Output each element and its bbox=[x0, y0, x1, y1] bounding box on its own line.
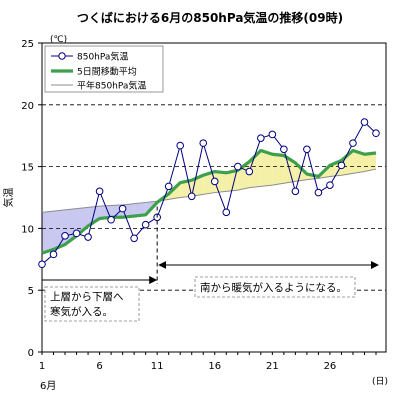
deviation-fill-layer bbox=[42, 150, 376, 254]
x-unit-label: (日) bbox=[372, 376, 388, 387]
x-tick-label: 6 bbox=[96, 361, 102, 372]
observed-point bbox=[268, 130, 277, 139]
deviation-fill bbox=[352, 150, 365, 174]
observed-point bbox=[210, 177, 219, 186]
x-tick-label: 1 bbox=[39, 361, 45, 372]
observed-point bbox=[360, 118, 369, 126]
deviation-fill bbox=[99, 205, 112, 219]
observed-point bbox=[164, 182, 173, 191]
deviation-fill bbox=[341, 150, 353, 176]
cold-note-line-2: 寒気が入る。 bbox=[50, 305, 113, 318]
y-tick-label: 20 bbox=[21, 101, 34, 112]
legend-marker-obs bbox=[58, 52, 66, 60]
observed-point bbox=[187, 192, 196, 201]
deviation-fill bbox=[226, 170, 238, 192]
observed-point bbox=[245, 167, 254, 176]
observed-point bbox=[141, 220, 150, 229]
y-unit-label: (℃) bbox=[50, 35, 67, 45]
annotation-layer: 上層から下層へ 寒気が入る。 南から暖気が入るようになる。 bbox=[42, 206, 379, 322]
observed-point bbox=[314, 188, 323, 197]
observed-point bbox=[38, 260, 46, 269]
series-line-moving-average bbox=[41, 148, 377, 255]
observed-point bbox=[222, 208, 231, 217]
observed-point bbox=[303, 145, 311, 154]
observed-point bbox=[72, 229, 81, 238]
cold-note-line-1: 上層から下層へ bbox=[50, 291, 124, 303]
observed-point bbox=[130, 234, 138, 243]
cold-note-box bbox=[44, 286, 140, 322]
observed-point bbox=[257, 134, 265, 142]
observed-point bbox=[372, 129, 380, 138]
x-tick-label: 21 bbox=[266, 361, 279, 372]
deviation-fill bbox=[214, 171, 227, 193]
legend-label-obs: 850hPa気温 bbox=[77, 51, 128, 63]
observed-point bbox=[84, 233, 92, 241]
warm-note-line-1: 南から暖気が入るようになる。 bbox=[200, 281, 347, 294]
plot-frame bbox=[41, 42, 387, 353]
series-layer bbox=[41, 121, 377, 265]
x-tick-label: 26 bbox=[324, 361, 337, 372]
deviation-fill bbox=[260, 150, 273, 187]
month-label: 6月 bbox=[40, 380, 56, 392]
observed-point bbox=[107, 215, 115, 224]
x-tick-label: 11 bbox=[151, 361, 164, 372]
x-tick-label: 16 bbox=[208, 361, 221, 372]
observed-point bbox=[118, 204, 127, 213]
deviation-fill bbox=[134, 202, 146, 217]
observed-point bbox=[349, 139, 357, 147]
grid-layer bbox=[42, 104, 386, 291]
observed-point bbox=[280, 145, 288, 154]
y-tick-label: 5 bbox=[28, 286, 34, 297]
y-tick-label: 15 bbox=[21, 163, 34, 174]
series-line-normal bbox=[41, 168, 377, 213]
y-tick-label: 10 bbox=[21, 224, 34, 235]
observed-point bbox=[326, 181, 334, 189]
y-tick-label: 25 bbox=[21, 39, 34, 50]
deviation-fill bbox=[42, 211, 54, 254]
legend-label-avg: 5日間移動平均 bbox=[77, 66, 137, 78]
observed-point bbox=[176, 141, 185, 150]
y-tick-label: 0 bbox=[28, 348, 34, 359]
legend: 850hPa気温 5日間移動平均 平年850hPa気温 bbox=[44, 45, 164, 93]
observed-point bbox=[233, 162, 242, 171]
observed-point bbox=[61, 232, 69, 240]
observed-point bbox=[95, 187, 104, 196]
deviation-fill bbox=[364, 153, 376, 172]
deviation-fill bbox=[272, 154, 284, 186]
legend-label-normal: 平年850hPa気温 bbox=[77, 80, 146, 92]
deviation-fill bbox=[203, 171, 215, 195]
warm-note-box bbox=[194, 276, 356, 298]
observed-point bbox=[49, 250, 58, 259]
observed-point bbox=[199, 139, 208, 147]
observed-point bbox=[291, 187, 300, 196]
y-axis-label: 気温 bbox=[2, 188, 15, 208]
observed-point bbox=[337, 161, 346, 170]
marker-layer bbox=[38, 118, 380, 269]
chart-title: つくばにおける6月の850hPa気温の推移(09時) bbox=[77, 10, 343, 25]
